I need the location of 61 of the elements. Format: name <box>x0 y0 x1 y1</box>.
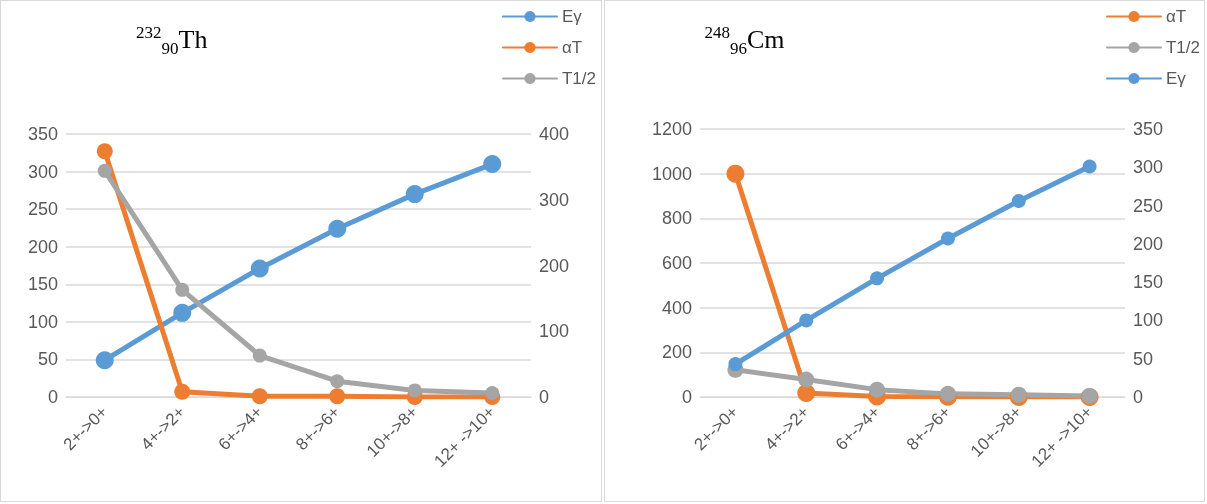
y-tick-label: 250 <box>27 199 58 220</box>
point <box>407 383 422 398</box>
y-tick-label: 800 <box>661 208 692 229</box>
legend-label: αT <box>1165 7 1186 26</box>
point <box>405 185 424 204</box>
y2-tick-label: 150 <box>1132 272 1163 293</box>
point <box>485 386 500 401</box>
legend-label: Eγ <box>561 7 583 26</box>
y-tick-label: 100 <box>27 311 58 332</box>
point <box>328 219 347 238</box>
point <box>330 374 345 389</box>
point <box>798 313 813 328</box>
legend-label: αT <box>561 38 583 57</box>
point <box>252 348 267 363</box>
point <box>797 371 814 388</box>
y-tick-label: 200 <box>27 236 58 257</box>
point <box>95 351 114 370</box>
legend-label: T1/2 <box>1165 38 1200 57</box>
y-tick-label: 400 <box>661 297 692 318</box>
y2-tick-label: 100 <box>1132 310 1163 331</box>
y-tick-label: 600 <box>661 253 692 273</box>
point <box>96 143 113 160</box>
point <box>329 388 346 405</box>
y2-tick-label: 50 <box>1132 348 1153 369</box>
point <box>251 388 268 405</box>
y2-tick-label: 0 <box>1132 387 1143 407</box>
y2-tick-label: 100 <box>539 321 570 342</box>
legend-label: T1/2 <box>561 69 597 88</box>
point <box>250 259 269 278</box>
y2-tick-label: 350 <box>1132 119 1163 139</box>
y2-tick-label: 400 <box>539 124 570 144</box>
y-tick-label: 1000 <box>651 163 692 184</box>
point <box>796 383 815 402</box>
point <box>868 381 885 398</box>
point <box>939 385 956 402</box>
point <box>940 231 955 246</box>
y2-tick-label: 300 <box>539 189 570 210</box>
y-tick-label: 300 <box>27 161 58 182</box>
point <box>174 383 191 400</box>
y2-tick-label: 200 <box>539 255 570 276</box>
point <box>483 155 502 174</box>
point <box>727 357 742 372</box>
y2-tick-label: 0 <box>539 387 550 407</box>
point <box>1011 193 1026 208</box>
legend-label: Eγ <box>1165 69 1186 88</box>
y-tick-label: 0 <box>681 387 692 407</box>
y-tick-label: 200 <box>661 342 692 363</box>
y2-tick-label: 250 <box>1132 195 1163 216</box>
point <box>97 163 112 178</box>
point <box>869 271 884 286</box>
y-tick-label: 350 <box>27 124 58 144</box>
y2-tick-label: 300 <box>1132 157 1163 178</box>
y-tick-label: 0 <box>47 387 58 407</box>
y2-tick-label: 200 <box>1132 233 1163 254</box>
point <box>1082 159 1097 174</box>
y-tick-label: 150 <box>27 274 58 295</box>
point <box>725 164 744 183</box>
point <box>175 282 190 297</box>
y-tick-label: 50 <box>37 349 58 370</box>
y-tick-label: 1200 <box>651 119 692 139</box>
point <box>173 303 192 322</box>
